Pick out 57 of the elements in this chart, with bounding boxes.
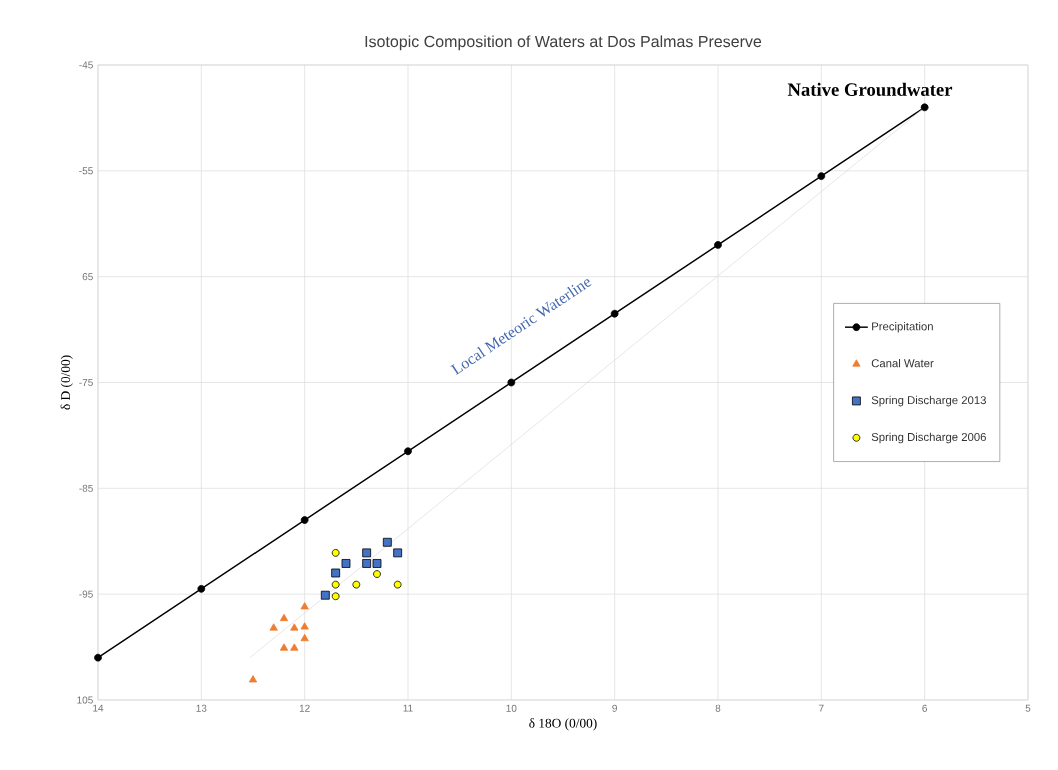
x-tick-label: 6 — [922, 704, 927, 712]
point — [94, 653, 102, 662]
y-tick-label: -85 — [79, 484, 93, 492]
point — [817, 172, 826, 180]
point — [341, 559, 351, 568]
point — [269, 623, 278, 631]
point — [279, 643, 289, 651]
x-tick-label: 5 — [1025, 704, 1031, 712]
point — [610, 309, 619, 318]
x-tick-label: 14 — [93, 704, 104, 712]
point — [290, 643, 299, 651]
point — [320, 590, 330, 600]
point — [920, 103, 929, 112]
point — [331, 568, 341, 578]
x-tick-label: 10 — [506, 704, 517, 712]
annotation: Native Groundwater — [787, 82, 953, 96]
point — [300, 602, 309, 610]
point — [279, 613, 289, 622]
x-tick-label: 11 — [403, 704, 413, 712]
legend-label: Spring Discharge 2013 — [871, 395, 986, 407]
point — [373, 570, 381, 578]
legend-label: Canal Water — [871, 358, 934, 368]
legend-label: Precipitation — [872, 322, 933, 333]
point — [352, 580, 361, 589]
y-axis-title: δ D (0/00) — [60, 355, 73, 410]
point — [372, 559, 382, 568]
y-tick-label: -55 — [79, 167, 93, 175]
point — [197, 585, 206, 593]
point — [300, 516, 309, 524]
legend-label: Spring Discharge 2006 — [871, 432, 986, 444]
x-tick-label: 12 — [299, 704, 310, 712]
y-tick-label: 65 — [82, 273, 93, 281]
point — [290, 623, 299, 631]
point — [362, 559, 372, 568]
point — [300, 633, 309, 642]
point — [507, 378, 516, 387]
y-tick-label: -45 — [79, 61, 93, 69]
point — [331, 549, 340, 557]
point — [331, 592, 340, 601]
point — [393, 548, 403, 558]
point — [300, 622, 309, 630]
y-tick-label: 105 — [77, 696, 93, 704]
point — [362, 548, 372, 558]
chart-title: Isotopic Composition of Waters at Dos Palmas Preserve — [365, 35, 762, 51]
point — [382, 537, 392, 547]
y-tick-label: -95 — [79, 590, 93, 598]
point — [714, 241, 722, 249]
point — [331, 580, 340, 589]
y-tick-label: -75 — [79, 379, 93, 386]
x-tick-label: 9 — [612, 704, 617, 712]
point — [393, 580, 402, 589]
point — [248, 675, 258, 683]
x-tick-label: 7 — [819, 704, 824, 712]
x-axis-title: δ 18O (0/00) — [529, 718, 597, 731]
x-tick-label: 13 — [196, 704, 207, 712]
point — [404, 447, 412, 456]
x-tick-label: 8 — [715, 704, 721, 712]
